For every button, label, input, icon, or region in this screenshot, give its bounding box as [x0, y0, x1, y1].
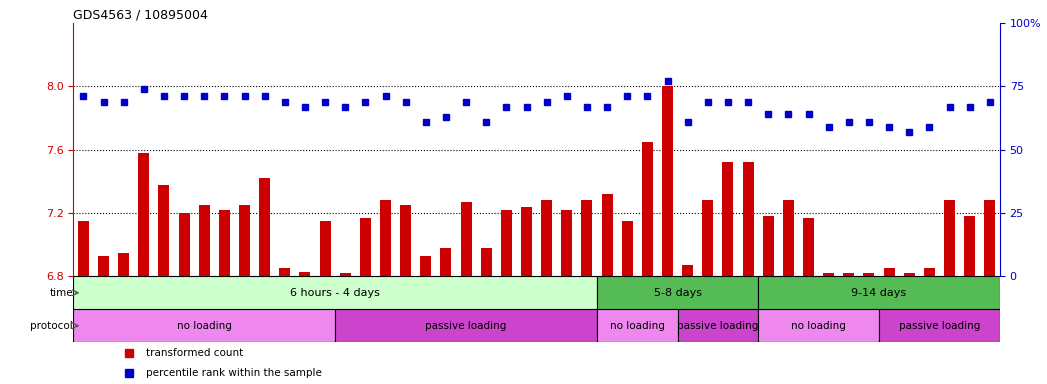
Text: passive loading: passive loading: [898, 321, 980, 331]
Bar: [118, 253, 129, 276]
Bar: [339, 273, 351, 276]
Bar: [280, 268, 290, 276]
Bar: [259, 178, 270, 276]
Bar: [461, 202, 471, 276]
Text: 6 hours - 4 days: 6 hours - 4 days: [290, 288, 380, 298]
Bar: [73, 276, 597, 309]
Bar: [73, 309, 335, 342]
Bar: [199, 205, 209, 276]
Bar: [219, 210, 230, 276]
Bar: [879, 309, 1000, 342]
Text: no loading: no loading: [792, 321, 846, 331]
Bar: [335, 309, 597, 342]
Bar: [703, 200, 713, 276]
Bar: [77, 221, 89, 276]
Bar: [179, 213, 190, 276]
Bar: [500, 210, 512, 276]
Bar: [602, 194, 612, 276]
Bar: [581, 200, 593, 276]
Text: time: time: [49, 288, 73, 298]
Bar: [758, 276, 1000, 309]
Text: GDS4563 / 10895004: GDS4563 / 10895004: [73, 9, 208, 22]
Bar: [722, 162, 734, 276]
Text: 5-8 days: 5-8 days: [653, 288, 701, 298]
Bar: [662, 86, 673, 276]
Text: passive loading: passive loading: [425, 321, 507, 331]
Text: passive loading: passive loading: [677, 321, 759, 331]
Text: 9-14 days: 9-14 days: [851, 288, 907, 298]
Bar: [441, 248, 451, 276]
Bar: [98, 256, 109, 276]
Text: percentile rank within the sample: percentile rank within the sample: [146, 367, 321, 377]
Bar: [420, 256, 431, 276]
Bar: [239, 205, 250, 276]
Bar: [864, 273, 874, 276]
Bar: [758, 309, 879, 342]
Bar: [904, 273, 915, 276]
Bar: [158, 184, 170, 276]
Bar: [742, 162, 754, 276]
Bar: [561, 210, 573, 276]
Bar: [803, 218, 815, 276]
Bar: [923, 268, 935, 276]
Bar: [400, 205, 411, 276]
Bar: [481, 248, 492, 276]
Bar: [843, 273, 854, 276]
Bar: [360, 218, 371, 276]
Bar: [783, 200, 794, 276]
Bar: [597, 276, 758, 309]
Bar: [683, 265, 693, 276]
Bar: [597, 309, 677, 342]
Text: no loading: no loading: [609, 321, 665, 331]
Text: protocol: protocol: [30, 321, 73, 331]
Bar: [677, 309, 758, 342]
Bar: [944, 200, 955, 276]
Bar: [380, 200, 391, 276]
Bar: [319, 221, 331, 276]
Bar: [622, 221, 632, 276]
Bar: [884, 268, 894, 276]
Text: transformed count: transformed count: [146, 348, 243, 358]
Bar: [984, 200, 996, 276]
Bar: [138, 153, 150, 276]
Bar: [521, 207, 532, 276]
Bar: [299, 271, 311, 276]
Bar: [964, 216, 975, 276]
Bar: [823, 273, 834, 276]
Text: no loading: no loading: [177, 321, 231, 331]
Bar: [642, 142, 653, 276]
Bar: [541, 200, 552, 276]
Bar: [762, 216, 774, 276]
